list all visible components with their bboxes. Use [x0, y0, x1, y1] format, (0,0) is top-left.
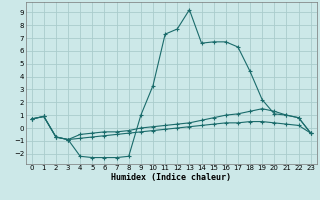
X-axis label: Humidex (Indice chaleur): Humidex (Indice chaleur) [111, 173, 231, 182]
